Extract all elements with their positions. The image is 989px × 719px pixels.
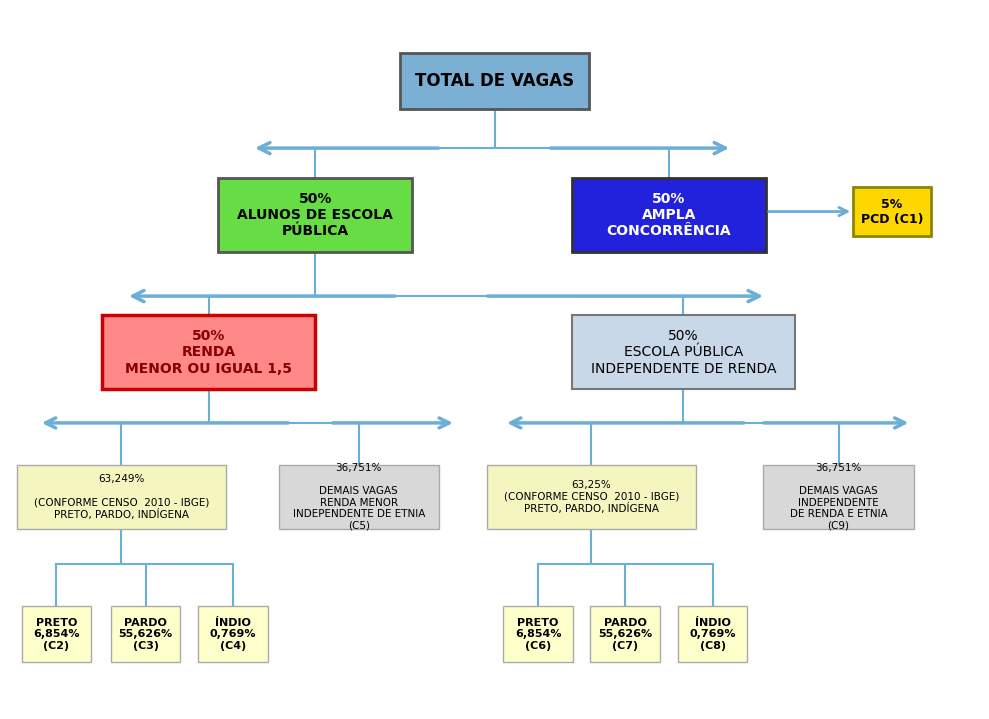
FancyBboxPatch shape <box>572 316 795 390</box>
FancyBboxPatch shape <box>17 465 225 528</box>
Text: 50%
ESCOLA PÚBLICA
INDEPENDENTE DE RENDA: 50% ESCOLA PÚBLICA INDEPENDENTE DE RENDA <box>590 329 776 375</box>
Text: PRETO
6,854%
(C6): PRETO 6,854% (C6) <box>515 618 562 651</box>
Text: 63,25%
(CONFORME CENSO  2010 - IBGE)
PRETO, PARDO, INDÍGENA: 63,25% (CONFORME CENSO 2010 - IBGE) PRET… <box>503 480 679 514</box>
Text: PARDO
55,626%
(C7): PARDO 55,626% (C7) <box>598 618 653 651</box>
Text: 50%
AMPLA
CONCORRÊNCIA: 50% AMPLA CONCORRÊNCIA <box>606 192 731 238</box>
FancyBboxPatch shape <box>279 465 439 528</box>
Text: PRETO
6,854%
(C2): PRETO 6,854% (C2) <box>34 618 80 651</box>
FancyBboxPatch shape <box>111 606 180 662</box>
FancyBboxPatch shape <box>400 53 589 109</box>
FancyBboxPatch shape <box>488 465 695 528</box>
FancyBboxPatch shape <box>102 316 315 390</box>
FancyBboxPatch shape <box>572 178 765 252</box>
FancyBboxPatch shape <box>590 606 661 662</box>
Text: 50%
RENDA
MENOR OU IGUAL 1,5: 50% RENDA MENOR OU IGUAL 1,5 <box>125 329 292 375</box>
Text: PARDO
55,626%
(C3): PARDO 55,626% (C3) <box>119 618 173 651</box>
Text: 63,249%

(CONFORME CENSO  2010 - IBGE)
PRETO, PARDO, INDÍGENA: 63,249% (CONFORME CENSO 2010 - IBGE) PRE… <box>34 474 209 520</box>
FancyBboxPatch shape <box>677 606 748 662</box>
FancyBboxPatch shape <box>22 606 91 662</box>
FancyBboxPatch shape <box>854 187 931 237</box>
FancyBboxPatch shape <box>198 606 268 662</box>
Text: ÍNDIO
0,769%
(C4): ÍNDIO 0,769% (C4) <box>210 618 256 651</box>
FancyBboxPatch shape <box>503 606 573 662</box>
FancyBboxPatch shape <box>764 465 914 528</box>
Text: 36,751%

DEMAIS VAGAS
INDEPENDENTE
DE RENDA E ETNIA
(C9): 36,751% DEMAIS VAGAS INDEPENDENTE DE REN… <box>789 463 887 531</box>
Text: 36,751%

DEMAIS VAGAS
RENDA MENOR
INDEPENDENTE DE ETNIA
(C5): 36,751% DEMAIS VAGAS RENDA MENOR INDEPEN… <box>293 463 425 531</box>
Text: 5%
PCD (C1): 5% PCD (C1) <box>860 198 923 226</box>
FancyBboxPatch shape <box>219 178 412 252</box>
Text: 50%
ALUNOS DE ESCOLA
PÚBLICA: 50% ALUNOS DE ESCOLA PÚBLICA <box>237 192 394 238</box>
Text: TOTAL DE VAGAS: TOTAL DE VAGAS <box>415 72 574 90</box>
Text: ÍNDIO
0,769%
(C8): ÍNDIO 0,769% (C8) <box>689 618 736 651</box>
